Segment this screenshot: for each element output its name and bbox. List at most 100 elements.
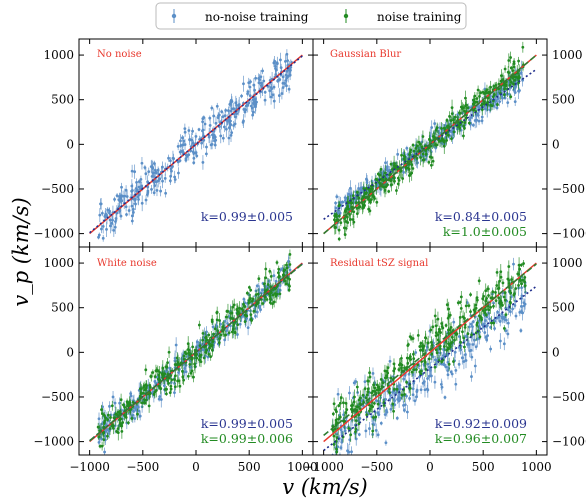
- data-point: [344, 227, 348, 230]
- data-point: [456, 301, 460, 305]
- data-point: [213, 327, 217, 331]
- data-point: [495, 270, 499, 274]
- k-label-noise: k=1.0±0.005: [443, 224, 527, 239]
- data-point: [435, 351, 439, 355]
- data-point: [144, 172, 148, 176]
- data-point: [338, 415, 342, 419]
- data-point: [445, 138, 449, 142]
- data-point: [210, 106, 214, 110]
- data-point: [347, 201, 350, 205]
- data-point: [494, 299, 498, 303]
- data-point: [363, 387, 367, 391]
- data-point: [506, 70, 510, 74]
- data-point: [188, 362, 192, 366]
- data-point: [267, 292, 271, 296]
- data-point: [334, 423, 338, 427]
- data-point: [120, 429, 124, 433]
- data-point: [446, 316, 450, 320]
- data-point: [422, 344, 426, 348]
- data-point: [207, 134, 211, 138]
- data-point: [337, 228, 341, 232]
- data-point: [345, 408, 349, 412]
- data-point: [155, 188, 159, 192]
- data-point: [511, 307, 515, 311]
- data-point: [379, 421, 383, 425]
- data-point: [452, 130, 456, 134]
- data-point: [247, 301, 251, 305]
- data-point: [337, 404, 341, 408]
- data-point: [362, 195, 366, 198]
- data-point: [475, 118, 479, 122]
- data-point: [264, 267, 268, 271]
- data-point: [433, 365, 437, 369]
- data-point: [368, 375, 372, 379]
- data-point: [404, 166, 408, 170]
- data-point: [210, 142, 214, 146]
- data-point: [448, 328, 452, 332]
- data-point: [155, 171, 158, 175]
- data-point: [194, 151, 198, 154]
- data-point: [452, 320, 456, 324]
- data-point: [415, 395, 418, 399]
- data-point: [164, 191, 168, 195]
- data-point: [249, 80, 252, 84]
- data-point: [412, 357, 416, 360]
- data-point: [504, 313, 508, 317]
- data-point: [118, 410, 122, 413]
- data-point: [279, 58, 282, 62]
- data-point: [147, 404, 151, 408]
- data-point: [106, 413, 110, 417]
- data-point: [458, 315, 462, 319]
- data-point: [350, 450, 353, 454]
- data-point: [205, 145, 208, 149]
- data-point: [494, 291, 497, 294]
- data-point: [179, 150, 183, 154]
- data-point: [517, 59, 521, 63]
- data-point: [383, 413, 387, 416]
- data-point: [274, 279, 278, 283]
- data-point: [123, 405, 127, 409]
- data-point: [249, 309, 252, 313]
- data-point: [479, 91, 483, 95]
- data-point: [223, 114, 227, 118]
- data-point: [499, 270, 503, 274]
- data-point: [423, 388, 427, 392]
- data-point: [376, 178, 379, 182]
- data-point: [261, 302, 265, 305]
- data-point: [365, 177, 368, 181]
- data-point: [400, 356, 403, 360]
- data-point: [156, 168, 160, 172]
- data-point: [208, 342, 211, 346]
- data-point: [480, 108, 484, 112]
- data-point: [213, 139, 217, 143]
- data-point: [269, 95, 273, 99]
- data-point: [182, 357, 186, 361]
- data-point: [365, 186, 368, 190]
- data-point: [502, 295, 506, 299]
- data-point: [183, 367, 187, 370]
- data-point: [148, 384, 152, 387]
- data-point: [389, 376, 393, 380]
- data-point: [104, 416, 107, 420]
- data-point: [187, 153, 191, 157]
- data-point: [371, 429, 375, 433]
- legend-marker-no-noise: [171, 9, 177, 23]
- data-point: [242, 82, 245, 86]
- data-point: [415, 368, 418, 371]
- data-point: [198, 344, 202, 348]
- data-point: [184, 158, 188, 162]
- data-point: [195, 340, 199, 344]
- data-point: [459, 306, 463, 310]
- k-label-no-noise: k=0.84±0.005: [435, 209, 527, 224]
- data-point: [289, 66, 293, 69]
- data-point: [500, 315, 504, 319]
- data-point: [187, 129, 191, 132]
- data-point: [497, 82, 501, 86]
- data-point: [453, 115, 457, 119]
- data-point: [395, 416, 399, 420]
- data-point: [209, 355, 213, 358]
- data-point: [119, 214, 123, 218]
- data-point: [286, 68, 290, 72]
- data-point: [449, 341, 453, 345]
